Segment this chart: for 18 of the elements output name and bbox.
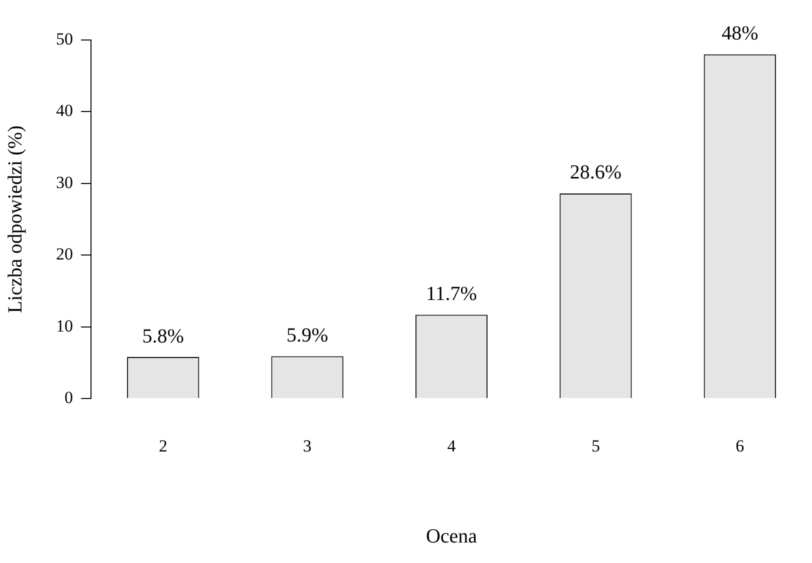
- y-tick-label: 10: [56, 316, 73, 336]
- data-label: 5.9%: [286, 324, 328, 347]
- x-tick-label: 3: [303, 436, 312, 456]
- y-tick-label: 0: [64, 388, 73, 408]
- x-tick-label: 6: [736, 436, 744, 456]
- x-axis-title: Ocena: [426, 525, 478, 548]
- x-tick-label: 2: [158, 436, 168, 456]
- y-tick-label: 40: [56, 101, 73, 120]
- x-tick-label: 4: [447, 436, 456, 456]
- data-label: 48%: [722, 22, 758, 45]
- x-tick-label: 5: [591, 436, 600, 456]
- data-label: 5.8%: [142, 325, 184, 348]
- y-tick-label: 50: [56, 29, 73, 48]
- data-label: 11.7%: [426, 282, 477, 305]
- y-axis-title: Liczba odpowiedzi (%): [4, 125, 26, 314]
- y-tick-label: 30: [56, 172, 73, 192]
- y-tick-label: 20: [56, 244, 73, 264]
- data-label: 28.6%: [570, 162, 622, 184]
